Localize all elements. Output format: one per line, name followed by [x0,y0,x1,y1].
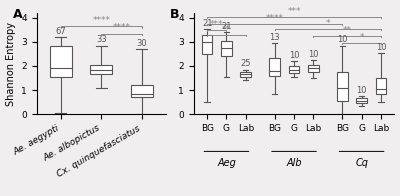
Text: ****: **** [113,23,131,32]
PathPatch shape [202,35,212,54]
Text: 25: 25 [240,59,251,68]
Text: Cq: Cq [355,158,368,168]
Text: 30: 30 [136,39,147,48]
Text: **: ** [222,24,231,34]
Y-axis label: Shannon Entropy: Shannon Entropy [6,22,16,106]
Text: 10: 10 [337,35,348,44]
PathPatch shape [90,65,112,74]
Text: 67: 67 [56,27,66,36]
PathPatch shape [289,66,299,73]
PathPatch shape [50,45,72,77]
Text: 21: 21 [202,18,212,27]
Text: A: A [13,8,23,21]
Text: *: * [359,33,364,42]
PathPatch shape [270,58,280,76]
Text: 10: 10 [356,86,367,95]
Text: 13: 13 [270,33,280,42]
Text: Alb: Alb [286,158,302,168]
Text: *: * [326,18,330,27]
Text: ***: *** [287,6,301,15]
Text: ****: **** [92,16,110,25]
Text: 10: 10 [289,51,299,60]
Text: ***: *** [210,20,224,29]
Text: 10: 10 [308,50,318,59]
Text: **: ** [343,26,352,35]
Text: Aeg: Aeg [217,158,236,168]
PathPatch shape [308,65,319,72]
Text: ****: **** [266,14,284,23]
PathPatch shape [131,85,153,97]
Text: 21: 21 [221,22,232,31]
PathPatch shape [240,72,251,77]
PathPatch shape [337,72,348,101]
Text: 10: 10 [376,43,386,52]
PathPatch shape [221,41,232,56]
PathPatch shape [376,78,386,94]
Text: 33: 33 [96,35,107,44]
PathPatch shape [356,98,367,103]
Text: B: B [170,8,179,21]
